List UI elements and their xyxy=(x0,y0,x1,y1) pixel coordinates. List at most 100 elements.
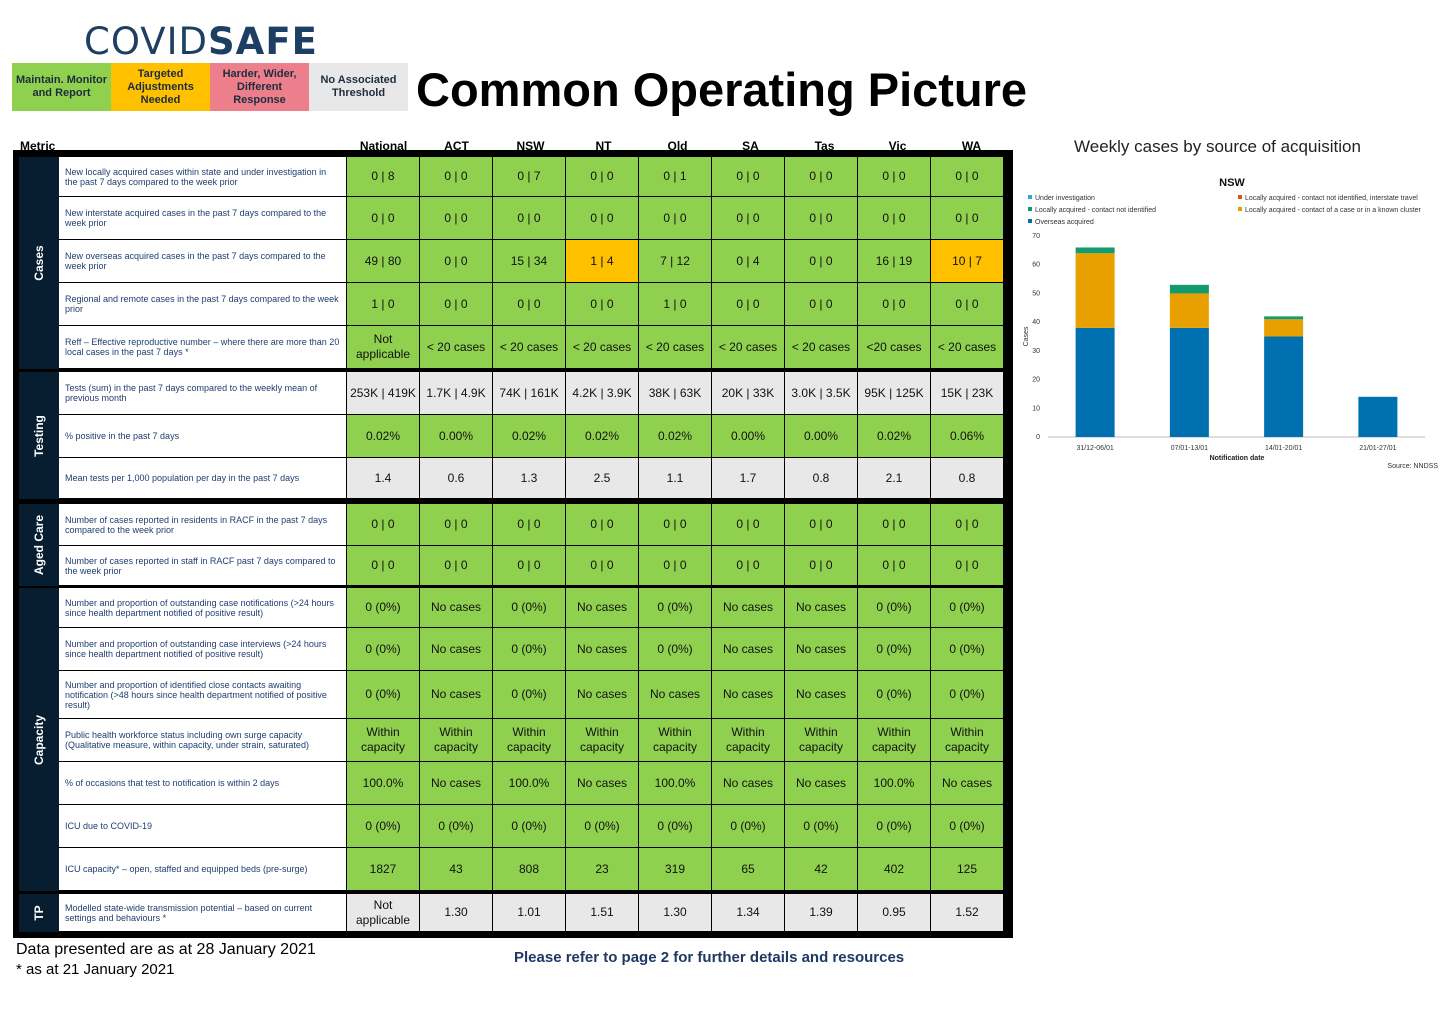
x-tick-label: 21/01-27/01 xyxy=(1359,445,1396,452)
group-label: Testing xyxy=(19,372,59,499)
value-cell-wa: 15K | 23K xyxy=(930,372,1003,415)
table-row: Tests (sum) in the past 7 days compared … xyxy=(59,372,1007,415)
y-tick-label: 10 xyxy=(1032,405,1040,412)
value-cell-nt: 1 | 4 xyxy=(565,240,638,283)
value-cell-national: Within capacity xyxy=(346,719,419,762)
nsw-weekly-cases-chart: NSW Under investigation Locally acquired -… xyxy=(1023,177,1438,470)
metric-label: Number of cases reported in residents in… xyxy=(59,504,346,546)
value-cell-act: 1.7K | 4.9K xyxy=(419,372,492,415)
group-label-text: Capacity xyxy=(32,714,46,765)
chart-source: Source: NNDSS xyxy=(1387,463,1438,470)
y-tick-label: 60 xyxy=(1032,262,1040,269)
column-header-tas: Tas xyxy=(814,139,835,153)
value-cell-tas: 0 | 0 xyxy=(784,546,857,586)
value-cell-national: 253K | 419K xyxy=(346,372,419,415)
value-cell-vic: 2.1 xyxy=(857,458,930,499)
value-cell-sa: No cases xyxy=(711,588,784,628)
value-cell-sa: 0 | 0 xyxy=(711,283,784,326)
value-cell-sa: 0 | 4 xyxy=(711,240,784,283)
value-cell-vic: 0 | 0 xyxy=(857,197,930,240)
value-cell-act: 0 (0%) xyxy=(419,805,492,848)
value-cell-sa: 0 | 0 xyxy=(711,546,784,586)
value-cell-nsw: Within capacity xyxy=(492,719,565,762)
legend-item-0: Maintain. Monitor and Report xyxy=(12,63,111,111)
bar-segment xyxy=(1169,327,1209,437)
value-cell-qld: 0 | 1 xyxy=(638,157,711,197)
value-cell-sa: 1.7 xyxy=(711,458,784,499)
legend-entry: Locally acquired - contact not identifie… xyxy=(1035,207,1156,214)
value-cell-qld: Within capacity xyxy=(638,719,711,762)
table-row: % positive in the past 7 days 0.02% 0.00% 0… xyxy=(59,415,1007,458)
metric-label: Public health workforce status including… xyxy=(59,719,346,762)
table-row: Number of cases reported in residents in… xyxy=(59,504,1007,546)
bar-segment xyxy=(1075,253,1115,328)
metric-label: % positive in the past 7 days xyxy=(59,415,346,458)
value-cell-act: 0 | 0 xyxy=(419,157,492,197)
value-cell-tas: 0.8 xyxy=(784,458,857,499)
group-label-text: TP xyxy=(32,905,46,921)
value-cell-wa: 0 | 0 xyxy=(930,546,1003,586)
value-cell-sa: 0.00% xyxy=(711,415,784,458)
value-cell-nsw: 0 | 0 xyxy=(492,504,565,546)
value-cell-wa: 10 | 7 xyxy=(930,240,1003,283)
value-cell-vic: 0.02% xyxy=(857,415,930,458)
value-cell-national: 0 (0%) xyxy=(346,805,419,848)
value-cell-vic: 0 (0%) xyxy=(857,671,930,719)
value-cell-act: No cases xyxy=(419,762,492,805)
x-axis-label: Notification date xyxy=(1210,455,1265,462)
value-cell-tas: 0 | 0 xyxy=(784,504,857,546)
value-cell-nt: 0 | 0 xyxy=(565,157,638,197)
value-cell-vic: 95K | 125K xyxy=(857,372,930,415)
table-row: ICU capacity* – open, staffed and equipp… xyxy=(59,848,1007,891)
value-cell-qld: 0 | 0 xyxy=(638,546,711,586)
table-row: Number and proportion of outstanding cas… xyxy=(59,588,1007,628)
value-cell-tas: 0 | 0 xyxy=(784,240,857,283)
value-cell-wa: 0.8 xyxy=(930,458,1003,499)
value-cell-wa: < 20 cases xyxy=(930,326,1003,369)
value-cell-wa: 0 | 0 xyxy=(930,197,1003,240)
value-cell-national: 49 | 80 xyxy=(346,240,419,283)
value-cell-nt: No cases xyxy=(565,628,638,671)
value-cell-tas: 0.00% xyxy=(784,415,857,458)
value-cell-nsw: 0 (0%) xyxy=(492,628,565,671)
value-cell-national: 0 (0%) xyxy=(346,671,419,719)
group-testing: Testing Tests (sum) in the past 7 days co… xyxy=(19,372,1007,499)
value-cell-tas: No cases xyxy=(784,628,857,671)
value-cell-nsw: 100.0% xyxy=(492,762,565,805)
value-cell-tas: No cases xyxy=(784,762,857,805)
value-cell-nt: 0 | 0 xyxy=(565,504,638,546)
value-cell-sa: 0 | 0 xyxy=(711,504,784,546)
value-cell-tas: 42 xyxy=(784,848,857,891)
group-tp: TP Modelled state-wide transmission poten… xyxy=(19,894,1007,932)
value-cell-nt: < 20 cases xyxy=(565,326,638,369)
column-header-nt: NT xyxy=(595,139,612,153)
value-cell-wa: 0 (0%) xyxy=(930,588,1003,628)
value-cell-qld: 1 | 0 xyxy=(638,283,711,326)
legend-entry: Under investigation xyxy=(1035,195,1095,202)
value-cell-qld: 0 (0%) xyxy=(638,628,711,671)
value-cell-sa: 20K | 33K xyxy=(711,372,784,415)
logo-text-covid: COVID xyxy=(84,20,209,63)
value-cell-sa: 0 | 0 xyxy=(711,197,784,240)
value-cell-nsw: 0 | 0 xyxy=(492,546,565,586)
value-cell-act: 0 | 0 xyxy=(419,197,492,240)
table-row: New interstate acquired cases in the pas… xyxy=(59,197,1007,240)
bar-segment xyxy=(1358,396,1398,437)
table-row: % of occasions that test to notification… xyxy=(59,762,1007,805)
value-cell-act: No cases xyxy=(419,588,492,628)
table-row: Reff – Effective reproductive number – w… xyxy=(59,326,1007,369)
legend-swatch xyxy=(1028,219,1032,223)
metric-label: ICU capacity* – open, staffed and equipp… xyxy=(59,848,346,891)
bar-segment xyxy=(1264,336,1304,437)
value-cell-wa: 0 (0%) xyxy=(930,671,1003,719)
table-row: New overseas acquired cases in the past … xyxy=(59,240,1007,283)
x-tick-label: 31/12-06/01 xyxy=(1076,445,1113,452)
x-tick-label: 14/01-20/01 xyxy=(1265,445,1302,452)
value-cell-sa: < 20 cases xyxy=(711,326,784,369)
y-tick-label: 70 xyxy=(1032,233,1040,240)
value-cell-qld: 0 | 0 xyxy=(638,504,711,546)
value-cell-vic: 0 | 0 xyxy=(857,546,930,586)
value-cell-nt: No cases xyxy=(565,671,638,719)
value-cell-nsw: 1.01 xyxy=(492,894,565,932)
value-cell-national: Not applicable xyxy=(346,326,419,369)
